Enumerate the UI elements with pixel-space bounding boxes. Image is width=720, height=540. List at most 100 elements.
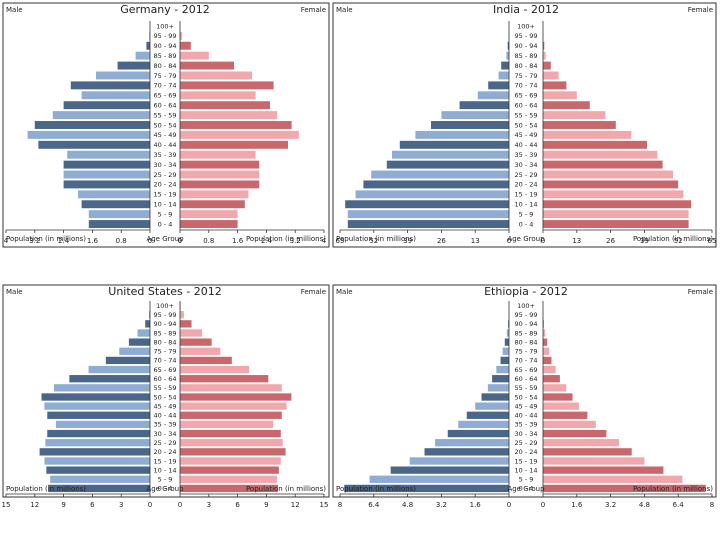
age-group-label: 15 - 19 xyxy=(514,191,537,199)
female-bar xyxy=(543,190,684,199)
age-group-label: 90 - 94 xyxy=(514,320,537,328)
male-bar xyxy=(481,393,509,401)
male-bar xyxy=(81,91,150,100)
male-bar xyxy=(34,121,150,129)
tick-label-left: 3 xyxy=(119,501,123,509)
female-bar xyxy=(543,130,632,139)
tick-label-left: 0.8 xyxy=(116,237,127,245)
male-bar xyxy=(498,71,509,80)
age-group-label: 100+ xyxy=(156,22,174,30)
male-bar xyxy=(117,61,150,70)
age-group-label: 85 - 89 xyxy=(514,52,537,60)
female-bar xyxy=(543,475,683,483)
age-group-label: 30 - 34 xyxy=(153,161,176,169)
age-group-label: 90 - 94 xyxy=(153,320,176,328)
chart-title: United States - 2012 xyxy=(108,285,221,298)
male-bar xyxy=(88,210,150,219)
male-bar xyxy=(496,365,509,374)
female-bar xyxy=(180,411,282,419)
tick-label-right: 1.6 xyxy=(571,501,583,509)
tick-label-right: 8 xyxy=(710,501,714,509)
tick-label-right: 39 xyxy=(640,237,649,245)
tick-label-left: 1.6 xyxy=(87,237,99,245)
age-group-label: 15 - 19 xyxy=(153,191,176,199)
tick-label-right: 13 xyxy=(572,237,581,245)
female-bar xyxy=(543,457,645,465)
male-bar xyxy=(355,190,509,199)
female-bar xyxy=(543,180,679,189)
male-bar xyxy=(47,429,150,438)
male-bar xyxy=(459,101,509,110)
female-bar xyxy=(180,365,250,374)
age-group-label: 45 - 49 xyxy=(153,402,176,410)
age-group-label: 80 - 84 xyxy=(514,62,537,70)
panel-frame xyxy=(2,284,330,498)
female-bar xyxy=(543,101,590,110)
female-bar xyxy=(180,457,281,465)
female-bar xyxy=(180,356,232,365)
age-group-label: 0 - 4 xyxy=(519,220,534,228)
age-group-label: 100+ xyxy=(517,302,535,310)
male-bar xyxy=(135,51,150,60)
age-group-label: 70 - 74 xyxy=(153,357,176,365)
tick-label-right: 4.8 xyxy=(639,501,650,509)
panel-frame xyxy=(2,2,330,248)
pyramid-india: Male Female India - 2012 0 - 4 5 - 910 - 14 1… xyxy=(332,2,717,248)
age-group-label: 20 - 24 xyxy=(514,181,537,189)
age-group-label: 25 - 29 xyxy=(153,171,176,179)
age-group-label: 80 - 84 xyxy=(153,338,176,346)
female-bar xyxy=(543,61,551,70)
female-label: Female xyxy=(301,288,326,296)
tick-label-left: 0 xyxy=(507,501,511,509)
female-bar xyxy=(180,393,292,401)
male-bar xyxy=(27,130,151,139)
age-group-label: 60 - 64 xyxy=(514,101,537,109)
male-bar xyxy=(492,375,509,383)
tick-label-right: 26 xyxy=(606,237,615,245)
female-bar xyxy=(543,393,573,401)
male-bar xyxy=(67,150,150,159)
female-bar xyxy=(180,402,287,410)
male-bar xyxy=(81,200,150,209)
male-bar xyxy=(347,220,509,229)
age-group-label: 45 - 49 xyxy=(514,402,537,410)
tick-label-left: 3.2 xyxy=(436,501,447,509)
female-bar xyxy=(543,484,706,493)
age-group-label: 55 - 59 xyxy=(514,384,537,392)
male-bar xyxy=(431,121,509,129)
tick-label-left: 15 xyxy=(2,501,11,509)
tick-label-left: 4 xyxy=(4,237,9,245)
chart-title: India - 2012 xyxy=(493,3,559,16)
x-axis-label-right: Population (in millions) xyxy=(246,235,326,243)
age-group-label: 55 - 59 xyxy=(153,384,176,392)
age-group-label: 90 - 94 xyxy=(153,42,176,50)
male-bar xyxy=(88,365,150,374)
male-bar xyxy=(369,475,509,483)
male-bar xyxy=(371,170,509,179)
age-group-label: 25 - 29 xyxy=(514,171,537,179)
male-bar xyxy=(487,384,509,392)
male-bar xyxy=(399,140,509,149)
male-bar xyxy=(54,384,150,392)
tick-label-left: 0 xyxy=(148,237,152,245)
tick-label-left: 0 xyxy=(148,501,152,509)
male-bar xyxy=(47,411,150,419)
age-group-label: 70 - 74 xyxy=(153,82,176,90)
tick-label-left: 6 xyxy=(90,501,95,509)
tick-label-right: 52 xyxy=(674,237,683,245)
male-bar xyxy=(435,439,509,447)
male-bar xyxy=(363,180,509,189)
age-group-label: 85 - 89 xyxy=(153,329,176,337)
age-group-label: 0 - 4 xyxy=(158,220,173,228)
x-axis-label-left: Population (in millions) xyxy=(6,235,86,243)
female-bar xyxy=(543,384,567,392)
tick-label-right: 6 xyxy=(235,501,240,509)
female-bar xyxy=(180,71,252,80)
male-bar xyxy=(88,220,150,229)
x-axis-label-center: Age Group xyxy=(146,235,184,243)
male-bar xyxy=(63,160,150,169)
age-group-label: 35 - 39 xyxy=(153,421,176,429)
female-bar xyxy=(180,111,278,120)
panel-frame xyxy=(332,284,717,498)
male-bar xyxy=(506,51,509,60)
